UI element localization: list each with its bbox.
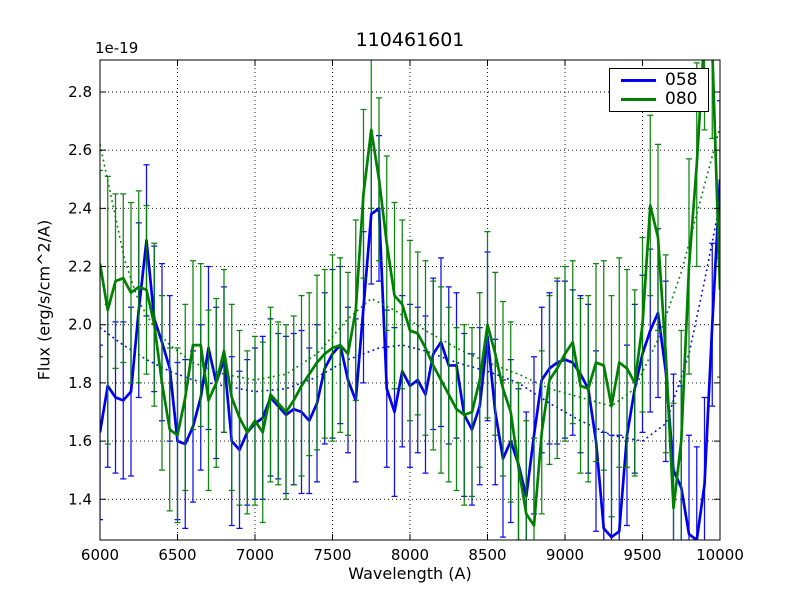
spectrum-line-080: [100, 60, 720, 527]
y-tick-label: 1.8: [68, 374, 92, 392]
chart-title: 110461601: [355, 29, 465, 51]
y-tick-label: 1.4: [68, 490, 92, 508]
x-tick-label: 7000: [236, 546, 274, 564]
legend-item-080: 080: [610, 90, 708, 109]
plot-frame: [99, 59, 721, 541]
legend: 058 080: [609, 68, 709, 112]
y-tick-label: 2.8: [68, 83, 92, 101]
smooth-dotted-line-080: [100, 126, 720, 408]
x-tick-label: 7500: [313, 546, 351, 564]
y-axis-label: Flux (erg/s/cm^2/A): [34, 219, 54, 381]
x-tick-label: 10000: [696, 546, 744, 564]
legend-line-swatch-blue: [621, 79, 656, 82]
y-tick-label: 1.6: [68, 432, 92, 450]
plot-area: [100, 60, 720, 540]
y-axis-offset-text: 1e-19: [95, 39, 139, 57]
x-axis-label: Wavelength (A): [348, 564, 472, 583]
y-tick-label: 2.4: [68, 199, 92, 217]
x-tick-label: 8000: [391, 546, 429, 564]
x-tick-label: 8500: [468, 546, 506, 564]
legend-line-swatch-green: [621, 98, 656, 101]
smooth-dotted-line-058: [100, 202, 720, 442]
y-tick-label: 2.0: [68, 316, 92, 334]
x-tick-label: 6500: [158, 546, 196, 564]
y-tick-label: 2.6: [68, 141, 92, 159]
legend-label-058: 058: [665, 70, 698, 90]
x-tick-label: 9000: [546, 546, 584, 564]
legend-label-080: 080: [665, 89, 698, 109]
x-tick-label: 6000: [81, 546, 119, 564]
legend-item-058: 058: [610, 71, 708, 90]
y-tick-label: 2.2: [68, 258, 92, 276]
x-tick-label: 9500: [623, 546, 661, 564]
